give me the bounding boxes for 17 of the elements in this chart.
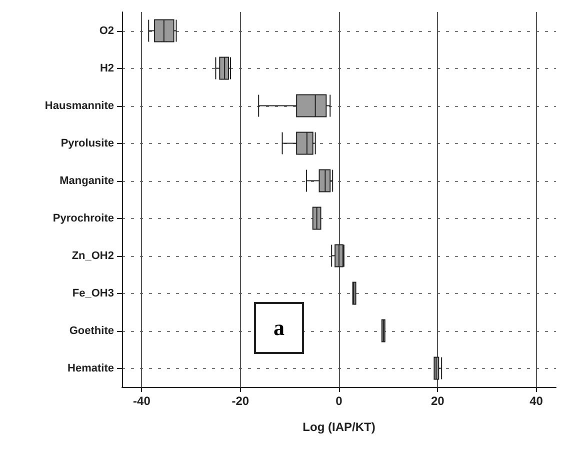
y-tick-label: Pyrolusite [60,137,114,150]
y-tick-label: Pyrochroite [52,212,114,224]
x-tick-label: 20 [430,394,445,408]
y-tick-label: Goethite [69,324,114,337]
y-tick-label: H2 [100,62,114,74]
x-tick-label: 40 [530,394,544,408]
x-axis-title: Log (IAP/KT) [302,420,376,434]
y-tick-label: Hausmannite [44,100,114,112]
x-tick-label: -40 [133,394,151,408]
y-tick-label: Fe_OH3 [72,287,114,300]
x-tick-label: 0 [336,394,343,408]
x-tick-label: -20 [232,394,250,408]
y-tick-label: Manganite [60,174,114,187]
y-tick-label: Hematite [68,362,114,374]
annotation: a [254,302,304,354]
y-tick-label: Zn_OH2 [72,250,114,262]
y-tick-label: O2 [99,24,114,37]
